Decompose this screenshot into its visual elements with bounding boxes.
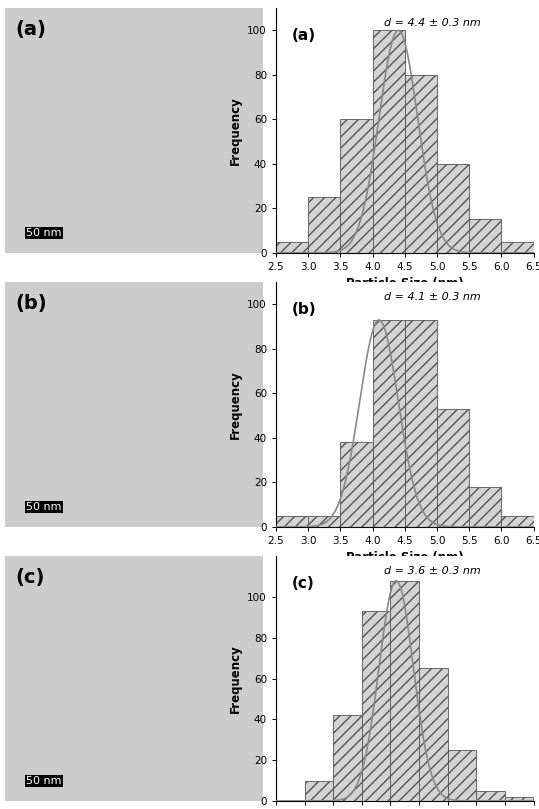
Bar: [390, 581, 419, 801]
Bar: [437, 409, 469, 527]
Text: (c): (c): [292, 576, 314, 591]
Bar: [333, 715, 362, 801]
Bar: [372, 30, 405, 252]
Bar: [276, 515, 308, 527]
Bar: [340, 119, 372, 252]
Text: 50 nm: 50 nm: [26, 502, 62, 512]
Text: (a): (a): [292, 28, 315, 43]
Bar: [362, 612, 390, 801]
Bar: [276, 242, 308, 252]
Bar: [501, 515, 534, 527]
Bar: [405, 74, 437, 252]
Bar: [437, 163, 469, 252]
Bar: [505, 797, 534, 801]
Text: 50 nm: 50 nm: [26, 228, 62, 238]
Bar: [476, 790, 505, 801]
Bar: [305, 781, 333, 801]
Bar: [308, 197, 340, 252]
X-axis label: Particle Size (nm): Particle Size (nm): [346, 277, 464, 290]
Y-axis label: Frequency: Frequency: [229, 644, 241, 713]
Text: (b): (b): [292, 302, 316, 317]
Bar: [469, 487, 501, 527]
Bar: [340, 443, 372, 527]
Bar: [501, 242, 534, 252]
Y-axis label: Frequency: Frequency: [229, 371, 241, 438]
Bar: [405, 320, 437, 527]
Text: (b): (b): [16, 294, 47, 313]
Text: 50 nm: 50 nm: [26, 776, 62, 786]
X-axis label: Particle Size (nm): Particle Size (nm): [346, 552, 464, 565]
Text: d = 4.1 ± 0.3 nm: d = 4.1 ± 0.3 nm: [384, 292, 481, 302]
Text: d = 3.6 ± 0.3 nm: d = 3.6 ± 0.3 nm: [384, 566, 481, 576]
Text: (a): (a): [16, 20, 46, 40]
Text: (c): (c): [16, 569, 45, 587]
Bar: [308, 515, 340, 527]
Y-axis label: Frequency: Frequency: [229, 96, 241, 165]
Text: d = 4.4 ± 0.3 nm: d = 4.4 ± 0.3 nm: [384, 18, 481, 28]
Bar: [372, 320, 405, 527]
Bar: [469, 219, 501, 252]
Bar: [448, 750, 476, 801]
Bar: [419, 668, 448, 801]
